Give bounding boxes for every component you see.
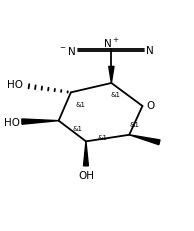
Polygon shape xyxy=(109,67,114,84)
Text: HO: HO xyxy=(4,117,20,127)
Text: $^-$N: $^-$N xyxy=(58,45,76,57)
Polygon shape xyxy=(83,142,88,166)
Text: HO: HO xyxy=(7,80,23,90)
Text: N$^+$: N$^+$ xyxy=(103,37,120,50)
Polygon shape xyxy=(22,119,59,125)
Text: &1: &1 xyxy=(110,92,120,98)
Text: &1: &1 xyxy=(76,102,86,108)
Text: &1: &1 xyxy=(129,121,139,127)
Text: OH: OH xyxy=(78,170,94,180)
Polygon shape xyxy=(129,135,160,145)
Text: O: O xyxy=(147,100,155,111)
Text: N: N xyxy=(146,46,154,56)
Text: &1: &1 xyxy=(73,125,83,131)
Text: &1: &1 xyxy=(97,134,107,140)
